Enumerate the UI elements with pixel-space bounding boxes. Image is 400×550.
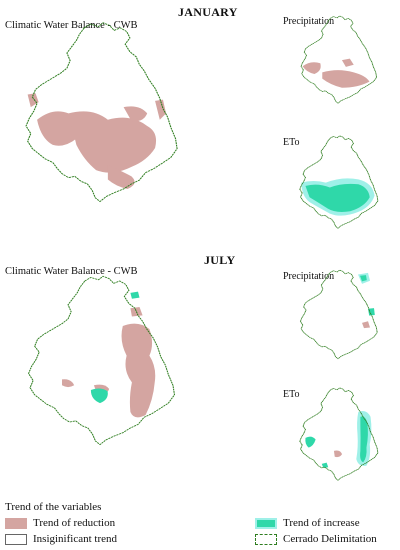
january-eto-label: ETo bbox=[283, 137, 300, 148]
legend-item-insignificant: Insiginificant trend bbox=[5, 533, 117, 545]
reduction-patch bbox=[107, 165, 135, 189]
reduction-patch bbox=[362, 321, 370, 329]
increase-patch bbox=[321, 462, 329, 468]
legend-label: Trend of increase bbox=[283, 517, 360, 529]
reduction-patch bbox=[121, 323, 156, 418]
july-eto-label: ETo bbox=[283, 389, 300, 400]
reduction-patch bbox=[322, 70, 370, 88]
january-eto-map bbox=[299, 135, 379, 229]
increase-swatch bbox=[255, 517, 277, 529]
july-cwb-map bbox=[28, 275, 176, 446]
cerrado-border bbox=[299, 269, 378, 360]
reduction-patch bbox=[302, 62, 321, 74]
january-cwb-map bbox=[25, 22, 178, 203]
january-precip-label: Precipitation bbox=[283, 16, 335, 27]
increase-patch bbox=[368, 308, 375, 316]
reduction-patch bbox=[155, 99, 167, 120]
reduction-patch bbox=[333, 450, 343, 458]
reduction-swatch bbox=[5, 517, 27, 529]
increase-patch bbox=[360, 275, 367, 282]
january-heading: JANUARY bbox=[178, 5, 238, 19]
legend-item-reduction: Trend of reduction bbox=[5, 517, 115, 529]
insignificant-swatch bbox=[5, 533, 27, 545]
legend-item-cerrado: Cerrado Delimitation bbox=[255, 533, 377, 545]
reduction-patch bbox=[123, 106, 148, 122]
legend-label: Trend of reduction bbox=[33, 517, 116, 529]
increase-patch bbox=[90, 388, 108, 404]
january-cwb-label: Climatic Water Balance - CWB bbox=[5, 20, 138, 31]
legend-label: Insiginificant trend bbox=[33, 533, 118, 545]
increase-patch bbox=[305, 436, 316, 448]
reduction-patch bbox=[62, 379, 75, 388]
reduction-patch bbox=[341, 58, 354, 67]
july-eto-map bbox=[299, 387, 379, 481]
increase-patch bbox=[130, 291, 140, 299]
july-precip-map bbox=[299, 269, 378, 360]
reduction-patch bbox=[68, 111, 157, 173]
cerrado-border bbox=[28, 275, 176, 446]
legend-item-increase: Trend of increase bbox=[255, 517, 360, 529]
july-heading: JULY bbox=[204, 253, 236, 267]
july-cwb-label: Climatic Water Balance - CWB bbox=[5, 266, 138, 277]
cerrado-swatch bbox=[255, 533, 277, 545]
cerrado-border bbox=[25, 22, 178, 203]
july-precip-label: Precipitation bbox=[283, 271, 335, 282]
legend-title: Trend of the variables bbox=[5, 501, 102, 513]
increase-patch bbox=[305, 183, 370, 213]
cerrado-border bbox=[300, 15, 377, 104]
reduction-patch bbox=[37, 111, 80, 146]
increase-patch bbox=[360, 416, 368, 463]
reduction-patch bbox=[27, 93, 39, 108]
legend-label: Cerrado Delimitation bbox=[283, 533, 377, 545]
january-precip-map bbox=[300, 15, 377, 104]
